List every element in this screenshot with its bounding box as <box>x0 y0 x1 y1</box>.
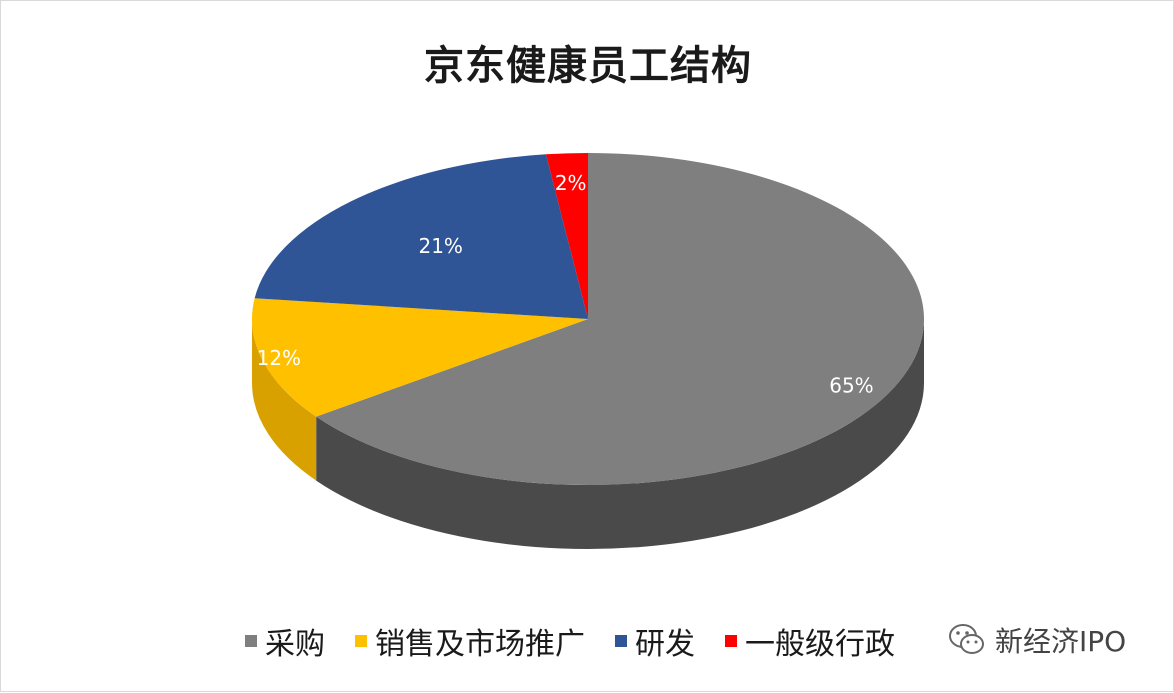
pie-slice-purchase <box>316 153 924 486</box>
data-label-admin: 2% <box>555 171 587 195</box>
legend-swatch <box>245 635 257 647</box>
legend-label: 一般级行政 <box>745 627 895 662</box>
legend-item-rnd: 研发 <box>615 619 695 663</box>
watermark: 新经济IPO <box>947 620 1126 660</box>
watermark-text: 新经济IPO <box>995 625 1127 658</box>
pie-sides <box>252 319 924 549</box>
legend-swatch <box>355 635 367 647</box>
legend-swatch <box>725 635 737 647</box>
pie-slice-sales-marketing <box>251 298 588 417</box>
pie-top <box>251 153 924 486</box>
legend-label: 研发 <box>635 627 695 662</box>
pie-slice-admin <box>545 153 588 319</box>
legend-label: 销售及市场推广 <box>375 627 585 662</box>
wechat-icon <box>949 624 984 654</box>
legend-item-admin: 一般级行政 <box>725 619 895 663</box>
data-label-sales-marketing: 12% <box>257 346 301 370</box>
legend-swatch <box>615 635 627 647</box>
data-label-purchase: 65% <box>829 373 873 397</box>
legend-item-purchase: 采购 <box>245 619 325 663</box>
pie-labels: 2% 65% 12% 21% <box>257 171 874 397</box>
data-label-rnd: 21% <box>418 234 462 258</box>
chart-title: 京东健康员工结构 <box>424 42 752 89</box>
pie-side-purchase <box>316 319 924 549</box>
legend-label: 采购 <box>265 627 325 662</box>
legend: 采购 销售及市场推广 研发 一般级行政 <box>245 619 925 663</box>
legend-item-sales-marketing: 销售及市场推广 <box>355 619 585 663</box>
pie-side-sales-marketing <box>252 319 317 481</box>
pie-slice-rnd <box>254 154 588 319</box>
